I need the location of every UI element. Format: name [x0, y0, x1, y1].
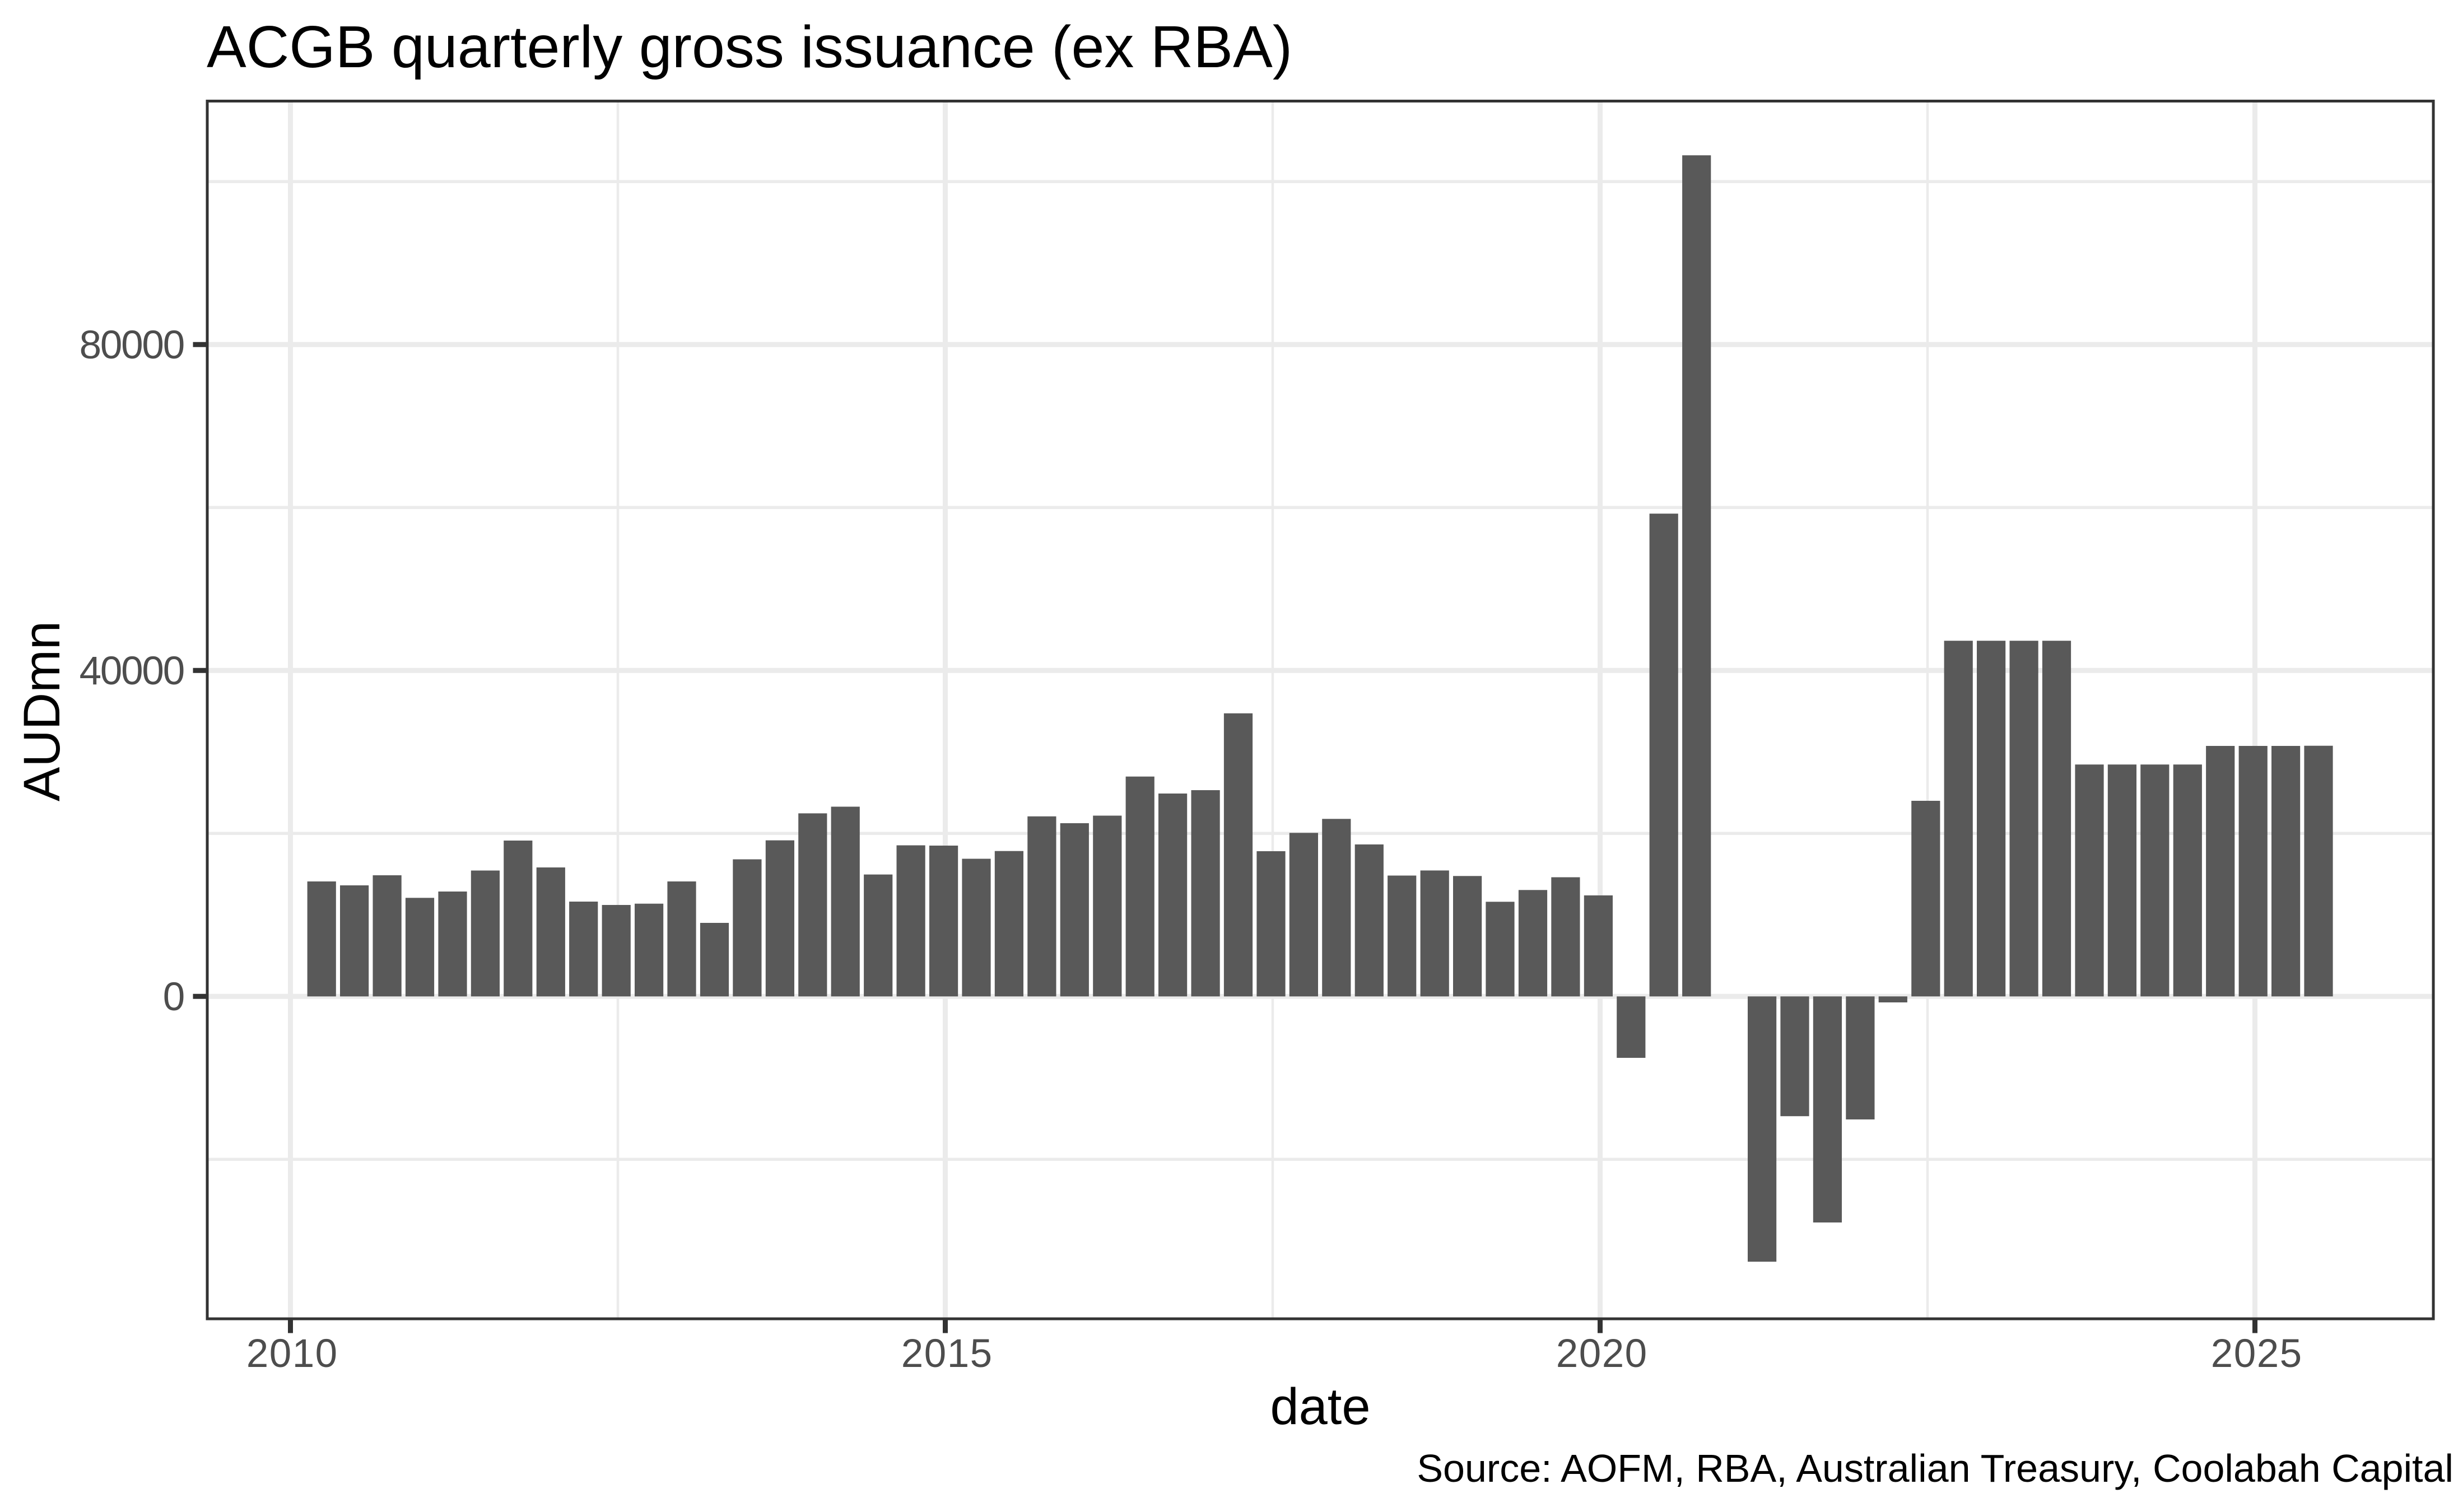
svg-text:2020: 2020	[1556, 1332, 1648, 1376]
svg-text:2025: 2025	[2211, 1332, 2303, 1376]
svg-text:2010: 2010	[246, 1332, 338, 1376]
svg-text:80000: 80000	[80, 323, 184, 367]
svg-text:2015: 2015	[901, 1332, 993, 1376]
svg-text:Source: AOFM, RBA, Australian: Source: AOFM, RBA, Australian Treasury, …	[1417, 1446, 2454, 1490]
svg-text:40000: 40000	[80, 649, 184, 693]
svg-text:ACGB quarterly gross issuance: ACGB quarterly gross issuance (ex RBA)	[207, 14, 1292, 80]
svg-text:AUDmn: AUDmn	[13, 621, 71, 801]
svg-text:0: 0	[163, 975, 184, 1019]
svg-text:date: date	[1270, 1378, 1370, 1435]
